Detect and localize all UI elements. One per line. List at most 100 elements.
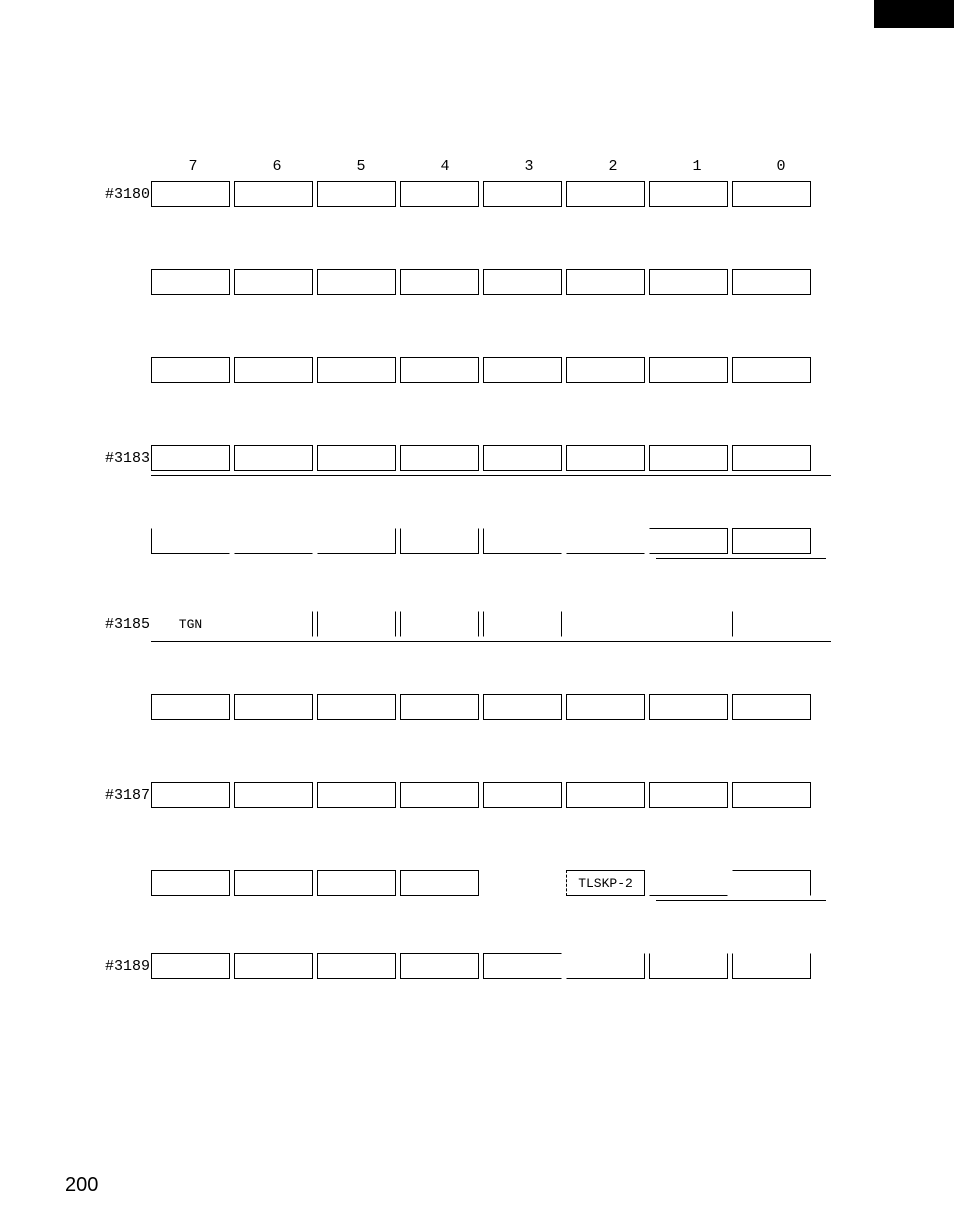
parameter-table: 76543210 #3180 #3183 #3185TGN #3187 TLSKP-2 #… — [105, 158, 825, 979]
register-row — [105, 357, 825, 383]
bit-header-cell: 2 — [571, 158, 655, 175]
bit-cell — [732, 694, 811, 720]
bit-cell — [151, 528, 230, 554]
register-row: #3183 — [105, 445, 825, 471]
bit-cell — [649, 782, 728, 808]
bit-cell — [649, 694, 728, 720]
bit-cell — [483, 357, 562, 383]
register-label: #3187 — [105, 787, 151, 804]
bit-cell — [566, 181, 645, 207]
register-row: #3187 — [105, 782, 825, 808]
bit-cell — [151, 870, 230, 896]
bit-cell — [732, 782, 811, 808]
bit-cell — [649, 445, 728, 471]
bit-cell: TLSKP-2 — [566, 870, 645, 896]
bit-cell — [151, 269, 230, 295]
bit-cell — [317, 694, 396, 720]
bit-cell — [234, 181, 313, 207]
bit-cell — [151, 357, 230, 383]
bit-cell — [732, 181, 811, 207]
row-underline — [656, 900, 826, 901]
bit-cell — [400, 528, 479, 554]
bit-cell — [483, 445, 562, 471]
register-label: #3183 — [105, 450, 151, 467]
bit-cell — [400, 181, 479, 207]
bit-cell — [649, 870, 728, 896]
bit-cell — [649, 953, 728, 979]
bit-header-cell: 4 — [403, 158, 487, 175]
bit-cell — [732, 611, 811, 637]
bit-cell — [649, 269, 728, 295]
bit-cell — [234, 694, 313, 720]
bit-cell — [400, 953, 479, 979]
corner-tab — [874, 0, 954, 28]
page-number: 200 — [65, 1174, 98, 1197]
bit-cell — [234, 953, 313, 979]
bit-cell — [649, 357, 728, 383]
row-underline — [151, 475, 831, 476]
register-label: #3189 — [105, 958, 151, 975]
register-row — [105, 528, 825, 554]
bit-cell — [566, 269, 645, 295]
register-row: #3189 — [105, 953, 825, 979]
bit-cell — [732, 445, 811, 471]
bit-cell — [234, 357, 313, 383]
bit-cell — [483, 782, 562, 808]
bit-cell — [234, 611, 313, 637]
bit-cell — [732, 357, 811, 383]
bit-cell — [151, 694, 230, 720]
bit-cell — [400, 870, 479, 896]
bit-cell — [732, 953, 811, 979]
bit-header-cell: 1 — [655, 158, 739, 175]
register-label: #3180 — [105, 186, 151, 203]
row-underline — [151, 641, 831, 642]
register-row: #3180 — [105, 181, 825, 207]
bit-cell — [400, 445, 479, 471]
bit-cell — [483, 528, 562, 554]
bit-cell — [566, 611, 645, 637]
bit-cell — [317, 357, 396, 383]
register-row — [105, 694, 825, 720]
bit-cell — [732, 269, 811, 295]
bit-cell — [317, 445, 396, 471]
bit-cell — [566, 357, 645, 383]
register-row: #3185TGN — [105, 611, 825, 637]
bit-cell — [400, 611, 479, 637]
bit-cell — [649, 528, 728, 554]
bit-cell — [400, 694, 479, 720]
bit-cell: TGN — [151, 611, 230, 637]
bit-cell — [566, 528, 645, 554]
bit-cell — [483, 181, 562, 207]
bit-cell — [566, 782, 645, 808]
bit-cell — [483, 953, 562, 979]
bit-header-cell: 6 — [235, 158, 319, 175]
bit-cell — [234, 870, 313, 896]
bit-cell — [317, 870, 396, 896]
bit-cell — [317, 782, 396, 808]
bit-cell — [732, 528, 811, 554]
bit-cell — [317, 269, 396, 295]
bit-cell — [234, 445, 313, 471]
bit-cell — [400, 357, 479, 383]
register-row: TLSKP-2 — [105, 870, 825, 896]
bit-cell — [317, 528, 396, 554]
bit-cell — [483, 870, 562, 896]
bit-cell — [151, 782, 230, 808]
bit-cell — [566, 445, 645, 471]
bit-cell — [234, 528, 313, 554]
bit-cell — [234, 782, 313, 808]
bit-cell — [234, 269, 313, 295]
bit-cell — [732, 870, 811, 896]
bit-cell — [151, 953, 230, 979]
bit-header-cell: 7 — [151, 158, 235, 175]
register-label: #3185 — [105, 616, 151, 633]
bit-header-cell: 0 — [739, 158, 823, 175]
register-row — [105, 269, 825, 295]
bit-header-row: 76543210 — [151, 158, 825, 175]
bit-cell — [566, 694, 645, 720]
bit-cell — [151, 181, 230, 207]
bit-cell — [317, 953, 396, 979]
bit-header-cell: 3 — [487, 158, 571, 175]
bit-cell — [483, 694, 562, 720]
row-underline — [656, 558, 826, 559]
